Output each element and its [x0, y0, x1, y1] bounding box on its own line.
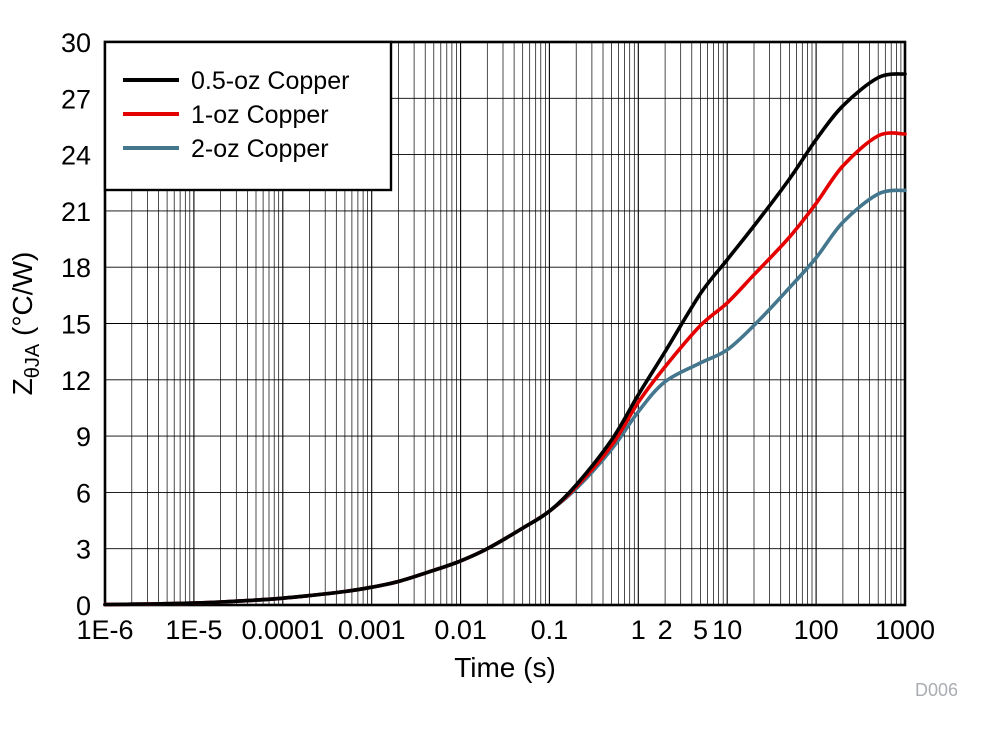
legend-item: 0.5-oz Copper — [123, 67, 349, 95]
y-axis-label: ZθJA (°C/W) — [7, 252, 44, 396]
y-tick-label: 18 — [61, 253, 91, 283]
x-tick-label: 2 — [658, 615, 673, 645]
y-tick-label: 0 — [76, 591, 91, 621]
x-tick-label: 1E-6 — [76, 615, 133, 645]
watermark-label: D006 — [915, 680, 958, 700]
legend-item: 2-oz Copper — [123, 135, 329, 163]
legend-item: 1-oz Copper — [123, 101, 329, 129]
legend-label: 1-oz Copper — [191, 101, 329, 129]
legend-label: 2-oz Copper — [191, 135, 329, 163]
y-tick-label: 9 — [76, 422, 91, 452]
x-tick-label: 0.001 — [338, 615, 406, 645]
series-line-0-5-oz-copper — [103, 72, 907, 607]
y-tick-label: 27 — [61, 84, 91, 114]
y-tick-label: 30 — [61, 28, 91, 58]
x-tick-label: 1E-5 — [165, 615, 222, 645]
x-tick-label: 0.1 — [531, 615, 569, 645]
x-tick-label: 100 — [794, 615, 839, 645]
x-tick-label: 10 — [712, 615, 742, 645]
series-line-1-oz-copper — [103, 131, 907, 607]
series-curves — [103, 72, 907, 607]
x-tick-label: 0.0001 — [242, 615, 325, 645]
plot-border — [103, 40, 907, 607]
y-tick-label: 6 — [76, 478, 91, 508]
y-tick-label: 15 — [61, 310, 91, 340]
y-tick-label: 12 — [61, 366, 91, 396]
series-line-2-oz-copper — [103, 188, 907, 607]
y-tick-label: 3 — [76, 535, 91, 565]
x-axis-tick-labels: 1E-6 1E-5 0.0001 0.001 0.01 0.1 1 2 5 10 100 1000 — [76, 615, 935, 645]
y-tick-label: 24 — [61, 141, 91, 171]
y-tick-label: 21 — [61, 197, 91, 227]
legend: 0.5-oz Copper 1-oz Copper 2-oz Copper — [103, 40, 393, 192]
legend-label: 0.5-oz Copper — [191, 67, 349, 95]
x-tick-label: 1000 — [875, 615, 935, 645]
x-tick-label: 1 — [631, 615, 646, 645]
x-axis-label: Time (s) — [454, 652, 556, 683]
x-tick-label: 5 — [693, 615, 708, 645]
x-tick-label: 0.01 — [434, 615, 487, 645]
y-axis-tick-labels: 0 3 6 9 12 15 18 21 24 27 30 — [61, 28, 91, 621]
